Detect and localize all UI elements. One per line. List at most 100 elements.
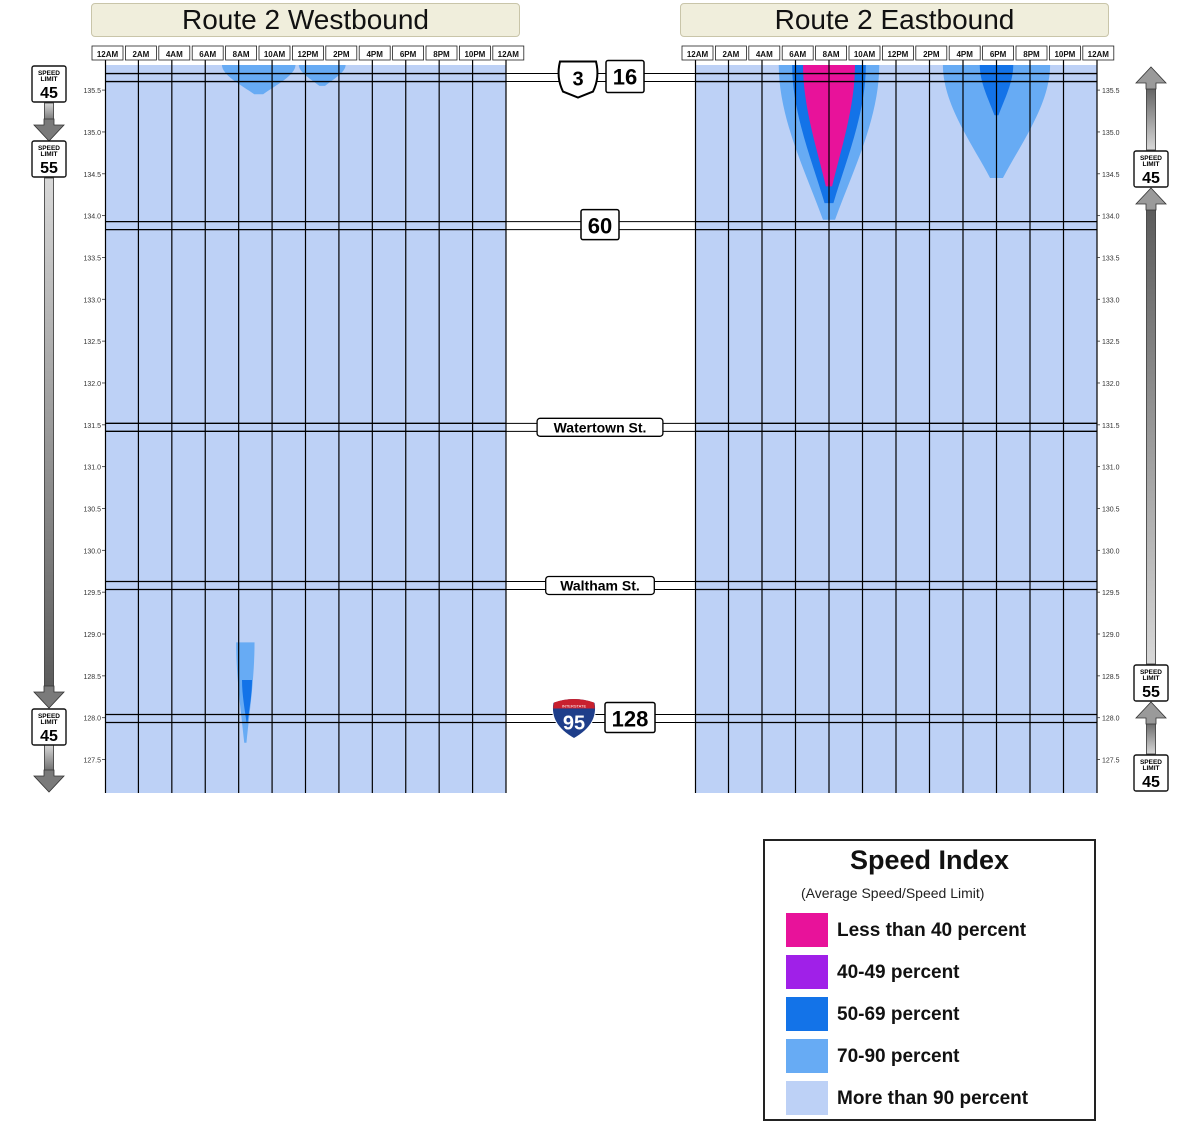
time-tick-box	[325, 45, 358, 61]
legend-swatch	[786, 1081, 828, 1115]
eastbound-arrow-head-icon	[1135, 187, 1167, 211]
time-tick-label: 2PM	[333, 50, 350, 59]
time-tick-label: 8AM	[823, 50, 840, 59]
time-tick-box	[425, 45, 458, 61]
speed-limit-sign-bottom-text: LIMIT	[41, 151, 58, 158]
time-tick-box	[848, 45, 881, 61]
time-tick-label: 12AM	[1088, 50, 1110, 59]
legend-item-50-69: 50-69 percent	[786, 997, 1086, 1033]
milepost-tick-label: 129.0	[83, 632, 101, 639]
time-tick-label: 6PM	[400, 50, 417, 59]
milepost-tick-label: 131.5	[1102, 423, 1120, 430]
route-number-label: 128	[612, 707, 649, 732]
legend-label: More than 90 percent	[837, 1088, 1029, 1109]
speed-limit-value: 45	[40, 728, 58, 745]
milepost-tick-label: 133.0	[1102, 297, 1120, 304]
time-tick-box	[492, 45, 525, 61]
time-tick-box	[948, 45, 981, 61]
speed-limit-sign-top-text: SPEED	[1140, 669, 1162, 676]
legend-label: 40-49 percent	[837, 962, 960, 983]
speed-limit-sign-top-text: SPEED	[38, 713, 60, 720]
time-tick-box	[1015, 45, 1048, 61]
time-tick-box	[882, 45, 914, 61]
route-number-label: 3	[572, 69, 583, 91]
speed-limit-value: 55	[1142, 684, 1160, 701]
time-tick-box	[815, 45, 847, 61]
speed-limit-value: 45	[40, 85, 58, 102]
milepost-tick-label: 128.5	[1102, 674, 1120, 681]
legend-label: Less than 40 percent	[837, 920, 1027, 941]
westbound-arrow-head-icon	[33, 118, 65, 142]
speed-limit-sign-top-text: SPEED	[38, 145, 60, 152]
street-label: Waltham St.	[560, 577, 640, 593]
eastbound-arrow-1-shaft	[1146, 82, 1156, 151]
legend-item-40-49: 40-49 percent	[786, 955, 1086, 991]
speed-limit-sign-border	[31, 708, 67, 746]
eastbound-arrow-head-icon	[1135, 701, 1167, 725]
legend-item-lt40: Less than 40 percent	[786, 913, 1086, 949]
time-tick-box	[358, 45, 391, 61]
milepost-tick-label: 130.0	[83, 548, 101, 555]
congestion-region	[221, 65, 296, 95]
legend-swatch	[786, 913, 828, 947]
time-tick-box	[748, 45, 781, 61]
speed-limit-sign-top-text: SPEED	[1140, 759, 1162, 766]
legend-label: 50-69 percent	[837, 1004, 960, 1025]
milepost-tick-label: 133.5	[83, 255, 101, 262]
milepost-tick-label: 131.0	[1102, 465, 1120, 472]
speed-limit-sign-top-text: SPEED	[38, 70, 60, 77]
street-label: Watertown St.	[554, 419, 647, 435]
time-tick-label: 2PM	[923, 50, 940, 59]
route-box	[605, 59, 645, 94]
time-tick-label: 12AM	[498, 50, 520, 59]
westbound-panel: 12AM 2AM 4AM 6AM 8AM 10AM 12PM 2PM 4PM 6PM 8PM 10PM…	[83, 45, 525, 793]
time-tick-label: 12PM	[887, 50, 908, 59]
speed-limit-sign-bottom-text: LIMIT	[1143, 161, 1160, 168]
legend-swatch	[786, 1039, 828, 1073]
speed-limit-sign-border	[1133, 664, 1169, 702]
speed-limit-sign-border	[31, 140, 67, 178]
time-tick-label: 10AM	[854, 50, 876, 59]
congestion-region	[242, 680, 253, 722]
time-tick-box	[681, 45, 714, 61]
speed-limit-sign-border	[1133, 150, 1169, 188]
time-tick-box	[458, 45, 491, 61]
time-tick-box	[392, 45, 425, 61]
time-tick-box	[781, 45, 814, 61]
speed-limit-sign-bottom-text: LIMIT	[41, 76, 58, 83]
legend-swatch	[786, 955, 828, 989]
time-tick-label: 10AM	[264, 50, 286, 59]
milepost-tick-label: 130.5	[83, 506, 101, 513]
route-box	[604, 701, 656, 734]
milepost-tick-label: 131.5	[83, 423, 101, 430]
interstate-shield-top	[553, 699, 595, 709]
milepost-tick-label: 130.0	[1102, 548, 1120, 555]
time-tick-label: 6AM	[789, 50, 806, 59]
route-number-label: 95	[563, 713, 585, 735]
time-tick-box	[982, 45, 1014, 61]
milepost-tick-label: 128.0	[83, 716, 101, 723]
legend-item-gt90: More than 90 percent	[786, 1081, 1086, 1117]
milepost-tick-label: 134.0	[83, 214, 101, 221]
milepost-tick-label: 132.5	[83, 339, 101, 346]
milepost-tick-label: 134.5	[83, 172, 101, 179]
speed-limit-sign-border	[1133, 754, 1169, 792]
time-tick-label: 4PM	[366, 50, 383, 59]
milepost-tick-label: 131.0	[83, 465, 101, 472]
milepost-tick-label: 135.0	[83, 130, 101, 137]
milepost-tick-label: 129.5	[83, 590, 101, 597]
time-tick-label: 6AM	[199, 50, 216, 59]
milepost-tick-label: 129.5	[1102, 590, 1120, 597]
time-tick-box	[191, 45, 224, 61]
time-tick-box	[91, 45, 124, 61]
milepost-tick-label: 127.5	[83, 758, 101, 765]
speed-limit-sign-border	[31, 65, 67, 103]
legend-item-70-90: 70-90 percent	[786, 1039, 1086, 1075]
milepost-tick-label: 129.0	[1102, 632, 1120, 639]
speed-index-chart: 12AM 2AM 4AM 6AM 8AM 10AM 12PM 2PM 4PM 6PM 8PM 10PM…	[31, 45, 1169, 793]
street-label-box	[536, 417, 664, 437]
